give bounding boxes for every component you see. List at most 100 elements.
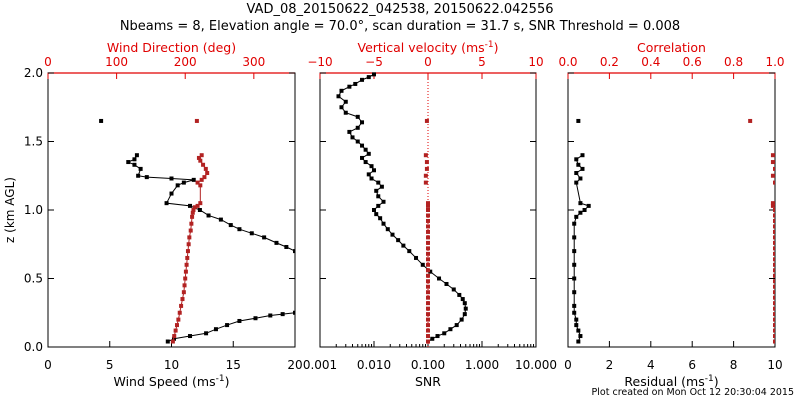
top-tick-label: 0 (424, 55, 432, 69)
bottom-tick-label: 8 (730, 358, 738, 372)
data-point (426, 201, 430, 206)
data-point (355, 125, 360, 130)
data-point (132, 157, 137, 162)
series-group-2 (336, 72, 468, 344)
data-point (773, 317, 775, 322)
data-point (401, 243, 406, 248)
data-point (773, 251, 775, 256)
data-point (366, 75, 371, 80)
data-point (182, 283, 187, 288)
data-point (773, 257, 775, 262)
data-point (773, 240, 775, 245)
data-point (372, 72, 376, 77)
data-point (360, 155, 365, 160)
data-point (773, 284, 775, 289)
top-tick-label: −5 (365, 55, 383, 69)
data-point (347, 84, 352, 89)
data-point (253, 316, 258, 321)
data-point (574, 214, 579, 219)
data-point (773, 306, 775, 311)
data-point (426, 224, 430, 229)
data-point (572, 249, 577, 254)
data-point (181, 290, 186, 295)
data-point (457, 292, 462, 297)
data-point (194, 118, 199, 123)
data-point (770, 160, 775, 165)
data-point (426, 208, 430, 212)
data-point (376, 194, 381, 199)
data-point (586, 203, 591, 208)
data-point (237, 318, 242, 323)
data-point (773, 208, 775, 212)
data-point (360, 120, 365, 125)
data-point (414, 255, 419, 260)
data-point (176, 317, 181, 322)
data-point (770, 173, 775, 178)
data-point (424, 166, 429, 171)
data-point (576, 118, 581, 123)
data-point (293, 310, 295, 315)
series-line (337, 73, 467, 342)
data-point (574, 323, 579, 328)
data-point (185, 255, 190, 260)
data-point (426, 323, 430, 328)
data-point (430, 336, 435, 341)
data-point (165, 339, 170, 344)
data-point (144, 175, 149, 180)
data-point (353, 81, 358, 86)
data-point (343, 99, 348, 104)
data-point (174, 323, 179, 328)
data-point (225, 323, 230, 328)
top-tick-label: 0 (44, 55, 52, 69)
data-point (268, 313, 273, 318)
data-point (426, 203, 430, 208)
bottom-tick-label: 10.000 (515, 358, 557, 372)
data-point (423, 180, 428, 185)
chart-title: VAD_08_20150622_042538, 20150622.042556 (246, 2, 554, 17)
data-point (580, 166, 585, 171)
data-point (198, 158, 203, 163)
data-point (172, 334, 177, 339)
data-point (390, 232, 395, 237)
data-point (280, 312, 285, 317)
data-point (183, 269, 188, 274)
data-point (426, 273, 430, 278)
data-point (426, 268, 430, 273)
data-point (188, 203, 193, 208)
data-point (426, 218, 430, 223)
data-point (578, 201, 583, 206)
bottom-tick-label: 0.100 (411, 358, 445, 372)
data-point (192, 205, 197, 210)
data-point (420, 262, 425, 267)
data-point (462, 301, 467, 306)
bottom-tick-label: 0 (564, 358, 572, 372)
top-tick-label: 0.2 (600, 55, 619, 69)
data-point (442, 331, 447, 336)
data-point (228, 223, 233, 228)
data-point (426, 334, 430, 339)
data-point (426, 251, 430, 256)
data-point (424, 160, 429, 165)
data-point (191, 177, 196, 182)
data-point (379, 184, 384, 189)
y-tick-label: 1.5 (24, 135, 43, 149)
data-point (770, 153, 775, 158)
data-point (773, 295, 775, 300)
data-point (339, 105, 344, 110)
data-point (582, 208, 587, 212)
data-point (773, 224, 775, 229)
data-point (199, 153, 204, 158)
data-point (454, 323, 459, 328)
data-point (572, 262, 577, 267)
data-point (407, 249, 412, 254)
data-point (773, 273, 775, 278)
y-tick-label: 0.5 (24, 272, 43, 286)
data-point (578, 334, 583, 339)
data-point (186, 242, 191, 247)
data-point (572, 235, 577, 240)
data-point (205, 171, 210, 176)
data-point (578, 176, 583, 181)
data-point (347, 129, 352, 134)
plot-frame-1 (47, 72, 296, 348)
data-point (426, 262, 430, 267)
